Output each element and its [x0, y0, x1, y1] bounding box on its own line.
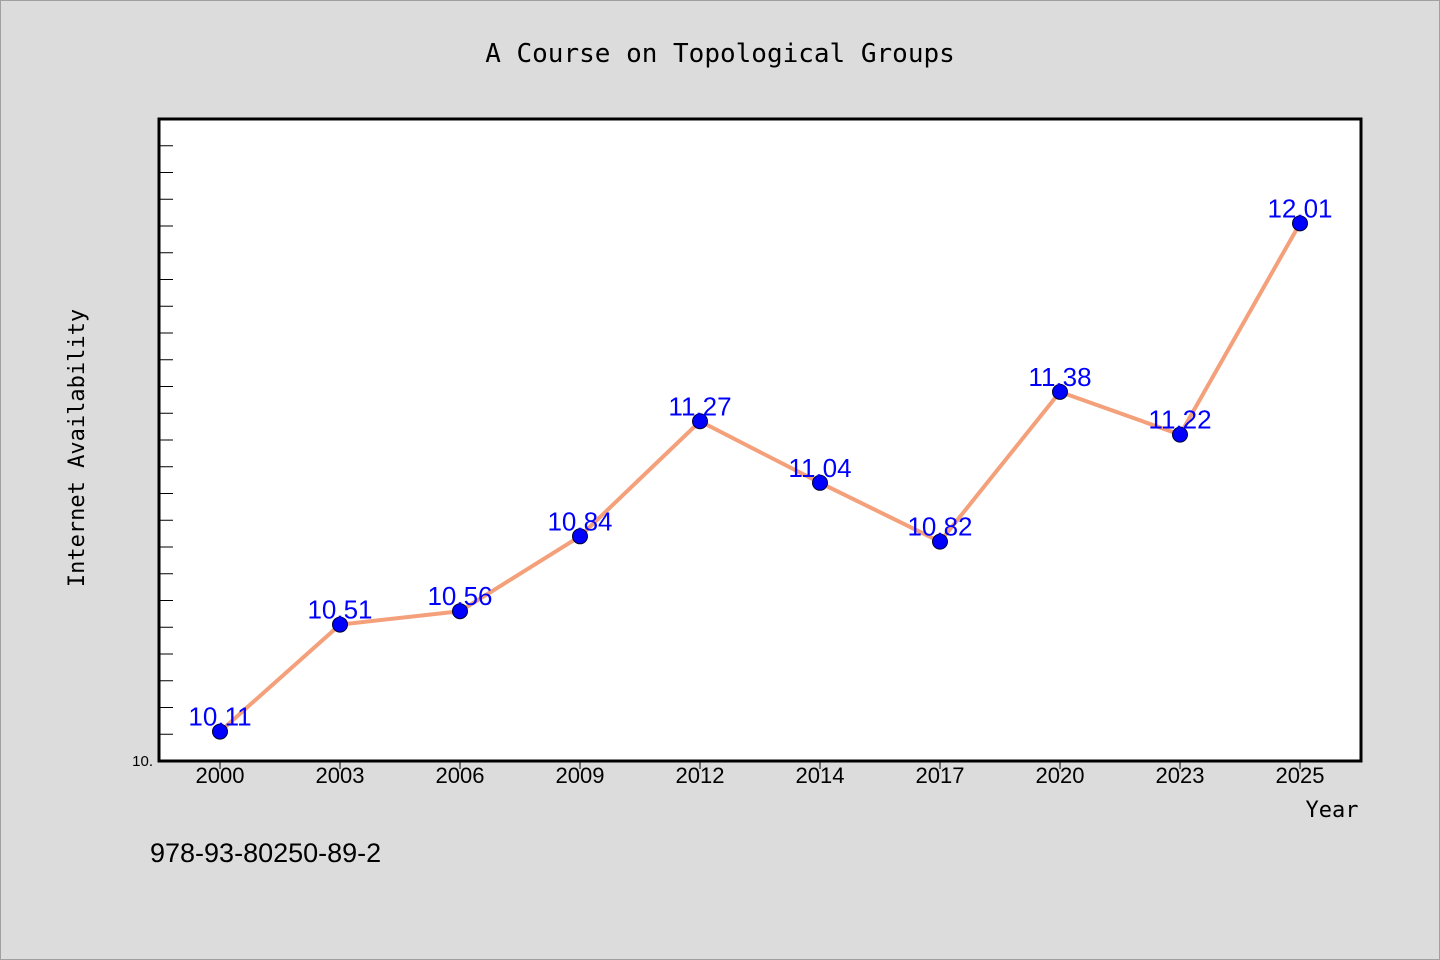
x-tick-label: 2009: [556, 763, 605, 788]
data-label: 11.04: [788, 453, 851, 483]
y-tick-label: 10.: [132, 753, 153, 770]
x-tick-label: 2003: [316, 763, 365, 788]
data-point: [332, 616, 348, 633]
data-label: 10.56: [427, 581, 492, 611]
x-axis: 2000 2003 2006 2009 2012 2014 2017 2020 2023 2025: [196, 761, 1325, 788]
x-tick-label: 2017: [916, 763, 965, 788]
data-point: [452, 603, 468, 620]
chart-title: A Course on Topological Groups: [485, 39, 955, 69]
x-tick-label: 2014: [796, 763, 845, 788]
data-point: [932, 533, 948, 550]
plot-area: [157, 117, 1363, 763]
data-label: 10.82: [907, 512, 972, 542]
data-label: 12.01: [1267, 193, 1332, 223]
x-tick-label: 2025: [1276, 763, 1325, 788]
data-label: 11.27: [668, 391, 731, 421]
data-point: [812, 474, 828, 491]
y-axis: [159, 145, 173, 735]
data-point: [1292, 215, 1308, 232]
data-label: 10.51: [307, 595, 372, 625]
y-axis-label: Internet Availability: [65, 309, 90, 587]
x-tick-label: 2000: [196, 763, 245, 788]
data-point: [572, 528, 588, 545]
series-layer: 10.11 10.51 10.56 10.84 11.27 11.04 10.82 11.38…: [188, 193, 1333, 740]
data-label: 10.11: [188, 702, 251, 732]
x-axis-label: Year: [1306, 798, 1359, 823]
data-label: 10.84: [547, 506, 612, 536]
x-tick-label: 2012: [676, 763, 725, 788]
data-label: 11.38: [1028, 362, 1091, 392]
series-line: [218, 222, 1302, 734]
data-point: [212, 723, 228, 740]
data-point: [1172, 426, 1188, 443]
x-tick-label: 2006: [436, 763, 485, 788]
x-tick-label: 2020: [1036, 763, 1085, 788]
data-point: [1052, 383, 1068, 400]
x-tick-label: 2023: [1156, 763, 1205, 788]
isbn-footer: 978-93-80250-89-2: [150, 838, 381, 868]
data-point: [692, 413, 708, 430]
data-label: 11.22: [1148, 405, 1211, 435]
